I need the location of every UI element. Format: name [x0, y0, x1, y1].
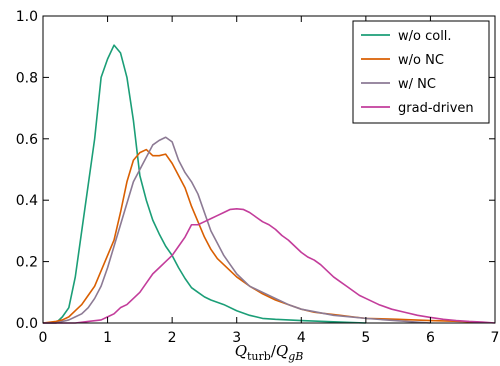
x-axis-label-main2: Q: [276, 342, 288, 360]
x-axis-label-sub2: gB: [288, 350, 303, 363]
x-axis-label: Qturb/QgB: [235, 342, 304, 363]
x-axis-label-sub1: turb: [247, 350, 271, 363]
x-tick-label: 7: [491, 330, 500, 346]
x-tick-label: 1: [103, 330, 112, 346]
y-tick-label: 0.0: [16, 316, 38, 332]
x-tick-label: 6: [426, 330, 435, 346]
legend-box: [352, 20, 490, 124]
x-tick-label: 5: [361, 330, 370, 346]
x-tick-label: 3: [232, 330, 241, 346]
x-tick-label: 4: [297, 330, 306, 346]
x-tick-label: 0: [39, 330, 48, 346]
y-tick-label: 0.2: [16, 255, 38, 271]
series-line-3: [43, 136, 431, 324]
series-line-1: [43, 44, 366, 324]
y-tick-label: 0.6: [16, 132, 38, 148]
legend-label-3: w/ NC: [398, 77, 436, 92]
y-tick-label: 1.0: [16, 9, 38, 25]
x-axis-label-slash: /: [271, 342, 277, 360]
legend-label-1: w/o coll.: [398, 29, 452, 44]
legend-label-2: w/o NC: [398, 53, 444, 68]
plot-lines: [42, 44, 496, 324]
series-line-4: [43, 208, 496, 324]
y-tick-label: 0.8: [16, 70, 38, 86]
x-axis-label-main1: Q: [235, 342, 247, 360]
y-tick-label: 0.4: [16, 193, 38, 209]
plot-frame: [42, 15, 496, 324]
legend: w/o coll. w/o NC w/ NC grad-driven: [352, 20, 490, 124]
legend-label-4: grad-driven: [398, 101, 474, 116]
ticks: 0 1 2 3 4 5 6 7 0.0 0.2 0.4 0.6 0.8 1.0: [16, 9, 500, 346]
x-tick-label: 2: [168, 330, 177, 346]
